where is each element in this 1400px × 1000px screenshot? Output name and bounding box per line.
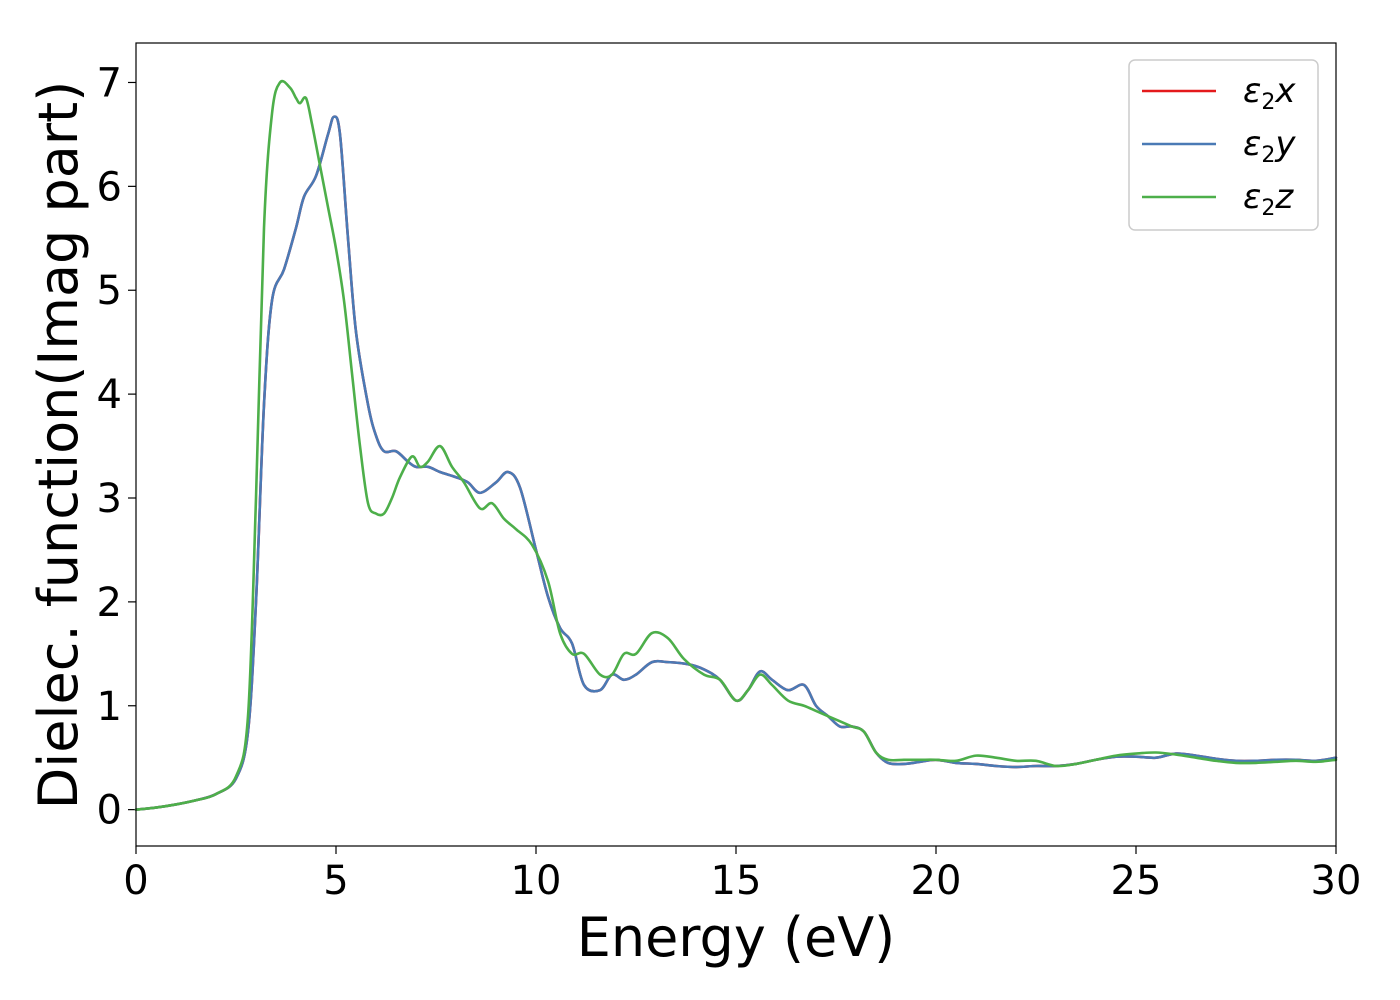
x-tick-label: 20 [911, 858, 962, 904]
x-tick-label: 30 [1311, 858, 1362, 904]
y-tick-label: 4 [97, 372, 122, 418]
x-tick-label: 5 [323, 858, 348, 904]
y-axis-title: Dielec. function(Imag part) [27, 81, 90, 810]
legend-label-z: ε2z [1243, 177, 1294, 221]
tick-layer: 0 5 10 15 20 25 30 0 1 2 3 4 5 6 7 [97, 60, 1362, 904]
legend-label-y: ε2y [1243, 124, 1296, 168]
y-tick-label: 1 [97, 684, 122, 730]
y-tick-label: 3 [97, 476, 122, 522]
y-tick-label: 5 [97, 268, 122, 314]
x-axis-title: Energy (eV) [577, 906, 896, 969]
series-layer [134, 79, 1338, 811]
legend-label-x: ε2x [1243, 71, 1296, 115]
y-tick-label: 6 [97, 164, 122, 210]
y-tick-label: 2 [97, 580, 122, 626]
plot-frame [135, 42, 1337, 847]
y-tick-label: 7 [97, 60, 122, 106]
legend-box [1128, 59, 1319, 231]
x-tick-label: 10 [511, 858, 562, 904]
y-tick-label: 0 [97, 788, 122, 834]
legend: ε2x ε2y ε2z [1128, 59, 1319, 231]
x-tick-label: 0 [123, 858, 148, 904]
x-tick-label: 15 [711, 858, 762, 904]
series-line-eps2-z [134, 79, 1338, 811]
x-tick-label: 25 [1111, 858, 1162, 904]
